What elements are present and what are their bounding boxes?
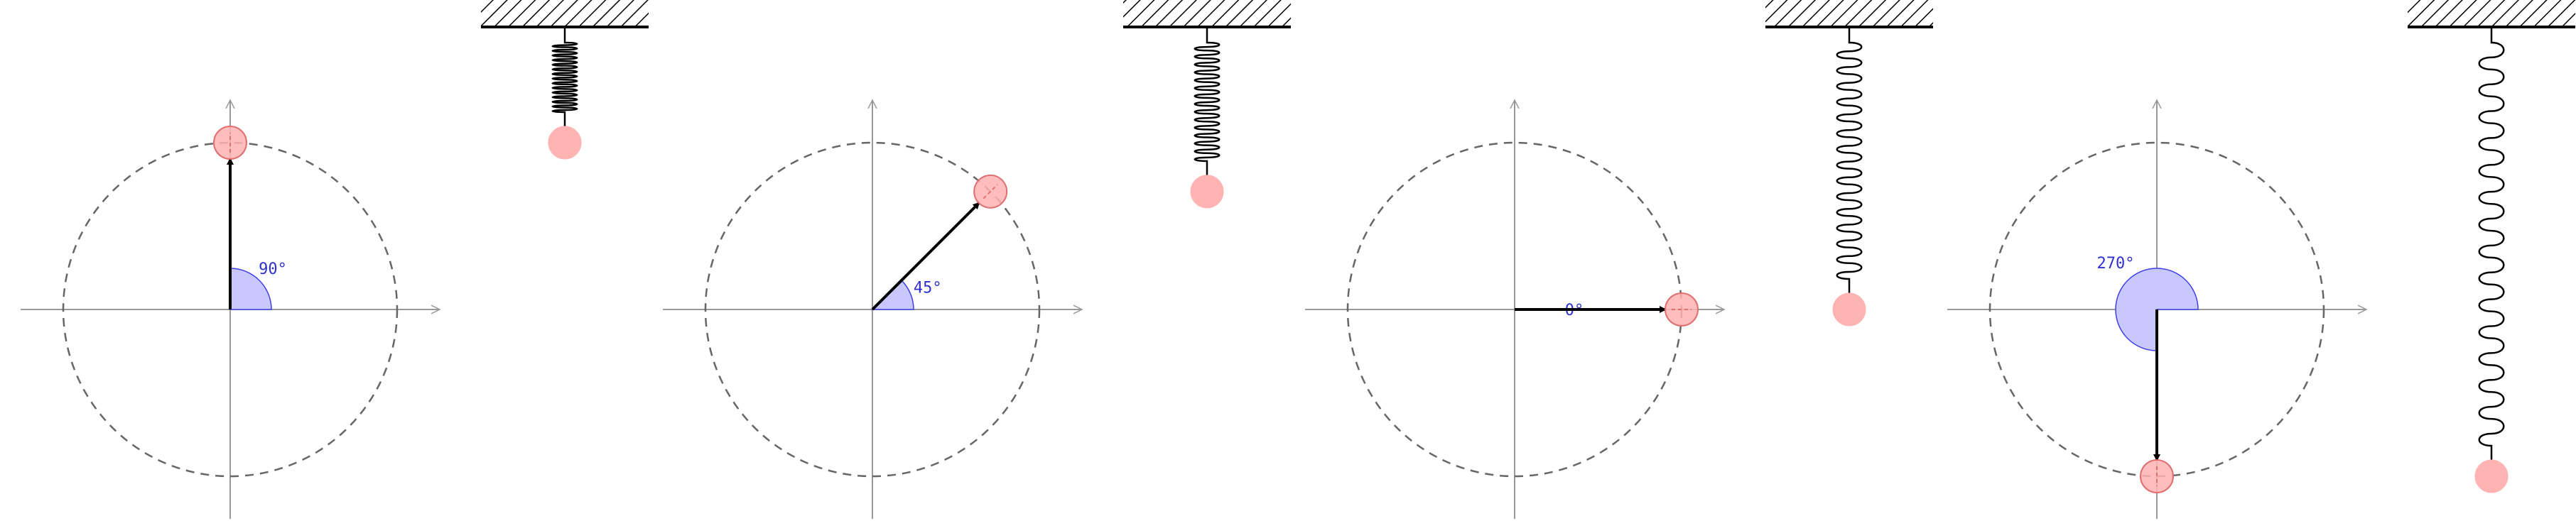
spring-coil [1194, 27, 1221, 175]
phasor-vector [871, 201, 981, 311]
reference-circle [704, 141, 1041, 478]
spring-coil [2478, 27, 2505, 460]
phasor-panel-3: 0° [1305, 0, 1933, 519]
spring-coil [551, 27, 578, 126]
ceiling-hatch [1123, 0, 1291, 27]
hanging-mass [1832, 292, 1866, 327]
spring-coil [1836, 27, 1863, 293]
phasor-panel-2: 45° [663, 0, 1291, 519]
ceiling-hatch [481, 0, 649, 27]
ceiling-hatch [2408, 0, 2575, 27]
hanging-mass [2474, 459, 2509, 493]
phasor-panel-1: 90° [21, 0, 649, 519]
ceiling-hatch [1765, 0, 1933, 27]
angle-label: 45° [914, 280, 942, 297]
angle-label: 90° [259, 260, 287, 278]
mass-marker [983, 184, 998, 199]
angle-wedge [229, 268, 272, 310]
phasor-panel-4: 270° [1947, 0, 2575, 519]
angle-wedge [2115, 268, 2199, 351]
angle-label: 270° [2097, 255, 2135, 273]
hanging-mass [1190, 175, 1224, 209]
hanging-mass [548, 126, 582, 160]
reference-circle [62, 141, 399, 478]
